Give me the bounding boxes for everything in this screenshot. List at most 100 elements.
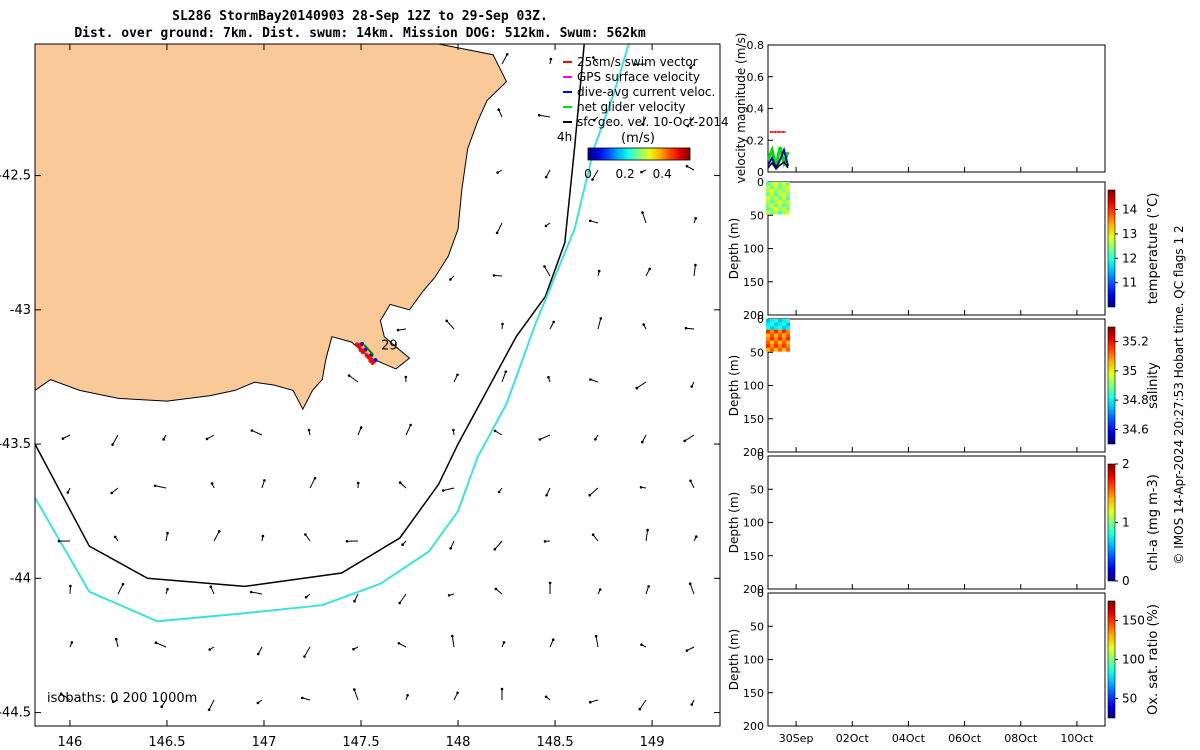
geo-velocity-arrow xyxy=(494,430,503,436)
velocity-swim-mark xyxy=(784,131,786,133)
geo-velocity-arrowhead xyxy=(313,476,317,480)
geo-velocity-arrow xyxy=(206,434,215,440)
depth-tick-label: 200 xyxy=(743,720,764,733)
geo-velocity-arrowhead xyxy=(598,588,602,591)
geo-velocity-arrowhead xyxy=(497,490,501,494)
geo-velocity-arrow xyxy=(642,116,647,125)
geo-velocity-arrowhead xyxy=(683,439,686,443)
geo-velocity-arrow xyxy=(645,268,651,277)
geo-velocity-arrowhead xyxy=(641,211,644,214)
depth-tick-label: 50 xyxy=(750,346,764,359)
geo-velocity-arrow xyxy=(539,434,551,440)
geo-velocity-arrowhead xyxy=(592,118,596,122)
salinity-profile-cell xyxy=(766,329,770,334)
geo-velocity-arrow xyxy=(546,487,551,496)
depth-tick-label: 0 xyxy=(757,450,764,463)
geo-velocity-arrowhead xyxy=(544,175,548,179)
temperature-profile-cell xyxy=(774,189,778,193)
temperature-profile-cell xyxy=(774,207,778,211)
depth-tick-label: 100 xyxy=(743,380,764,393)
temperature-profile-cell xyxy=(770,210,774,215)
temperature-profile-cell xyxy=(786,185,790,190)
salinity-profile-cell xyxy=(778,337,782,341)
salinity-profile-cell xyxy=(778,340,782,345)
map-y-tick-label: -44 xyxy=(10,571,31,586)
geo-velocity-arrowhead xyxy=(396,328,400,332)
profile-colorbar-tick-label: 12 xyxy=(1122,251,1137,265)
geo-velocity-arrow xyxy=(155,642,167,648)
salinity-profile-cell xyxy=(782,344,786,348)
geo-velocity-arrowhead xyxy=(449,278,452,281)
salinity-profile-cell xyxy=(774,347,778,352)
geo-velocity-arrow xyxy=(353,689,359,701)
geo-velocity-arrow xyxy=(446,320,455,330)
profile-colorbar-tick-label: 34.6 xyxy=(1122,422,1149,436)
map-x-tick-label: 148 xyxy=(446,735,471,750)
geo-velocity-arrow xyxy=(595,636,599,648)
temperature-profile-cell xyxy=(778,185,782,190)
geo-velocity-arrow xyxy=(590,379,599,383)
geo-velocity-arrowhead xyxy=(401,543,404,546)
geo-velocity-arrowhead xyxy=(162,438,165,441)
geo-velocity-arrow xyxy=(257,646,263,655)
legend-label: 25cm/s swim vector xyxy=(577,55,698,69)
geo-velocity-arrowhead xyxy=(591,178,594,181)
geo-velocity-arrow xyxy=(684,434,695,442)
geo-velocity-arrow xyxy=(251,430,263,436)
geo-velocity-arrowhead xyxy=(588,494,591,497)
temperature-profile-cell xyxy=(786,207,790,211)
geo-velocity-arrow xyxy=(348,375,359,383)
geo-velocity-arrowhead xyxy=(594,634,598,638)
geo-velocity-arrowhead xyxy=(205,437,209,441)
geo-velocity-arrowhead xyxy=(641,440,644,444)
temperature-profile-cell xyxy=(786,210,790,215)
profile-colorbar-tick-label: 150 xyxy=(1122,614,1145,628)
geo-velocity-arrowhead xyxy=(591,533,595,536)
depth-tick-label: 50 xyxy=(750,483,764,496)
geo-velocity-arrowhead xyxy=(543,265,546,268)
depth-ylabel: Depth (m) xyxy=(727,355,741,416)
geo-velocity-arrow xyxy=(549,321,555,330)
scale-label: 4h xyxy=(557,130,572,144)
geo-velocity-arrowhead xyxy=(447,594,451,597)
salinity-profile-cell xyxy=(774,326,778,330)
geo-velocity-arrowhead xyxy=(166,587,169,591)
geo-velocity-arrow xyxy=(686,646,695,652)
salinity-profile-cell xyxy=(782,319,786,323)
map-y-tick-label: -43.5 xyxy=(0,437,31,452)
temperature-profile-cell xyxy=(782,200,786,204)
salinity-profile-cell xyxy=(770,329,774,334)
map-y-tick-label: -42.5 xyxy=(0,169,31,184)
depth-tick-label: 50 xyxy=(750,620,764,633)
geo-velocity-arrow xyxy=(60,693,71,701)
panel-x-tick-label: 04Oct xyxy=(892,732,926,745)
profile-colorbar-tick-label: 34.8 xyxy=(1122,393,1149,407)
isobaths-label: isobaths: 0 200 1000m xyxy=(47,691,197,706)
geo-velocity-arrowhead xyxy=(452,428,455,432)
legend-label: GPS surface velocity xyxy=(577,70,700,84)
credit-text: © IMOS 14-Apr-2024 20:27:53 Hobart time.… xyxy=(1172,225,1186,564)
geo-velocity-arrowhead xyxy=(153,484,157,488)
temperature-profile-cell xyxy=(774,200,778,204)
velocity-swim-mark xyxy=(771,131,773,133)
profile-colorbar-label: Ox. sat. ratio (%) xyxy=(1146,604,1161,715)
salinity-profile-cell xyxy=(774,340,778,345)
profile-colorbar-tick-label: 11 xyxy=(1122,276,1137,290)
geo-velocity-arrowhead xyxy=(217,530,221,533)
salinity-profile-cell xyxy=(778,344,782,348)
velocity-swim-mark xyxy=(774,131,776,133)
velocity-swim-mark xyxy=(782,131,784,133)
geo-velocity-arrow xyxy=(592,534,599,542)
velocity-current-series xyxy=(767,146,789,171)
geo-velocity-arrowhead xyxy=(404,375,408,379)
salinity-profile-cell xyxy=(782,347,786,352)
geo-velocity-arrow xyxy=(450,540,455,549)
salinity-profile-cell xyxy=(778,347,782,352)
salinity-profile-cell xyxy=(782,322,786,327)
map-x-tick-label: 147 xyxy=(252,735,277,750)
geo-velocity-arrow xyxy=(493,274,503,277)
map-axes-frame xyxy=(34,43,721,727)
panel-x-tick-label: 02Oct xyxy=(836,732,870,745)
geo-velocity-arrow xyxy=(549,639,554,648)
profile-colorbar-tick-label: 35.2 xyxy=(1122,335,1149,349)
